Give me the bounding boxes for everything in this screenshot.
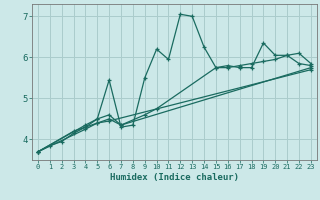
- X-axis label: Humidex (Indice chaleur): Humidex (Indice chaleur): [110, 173, 239, 182]
